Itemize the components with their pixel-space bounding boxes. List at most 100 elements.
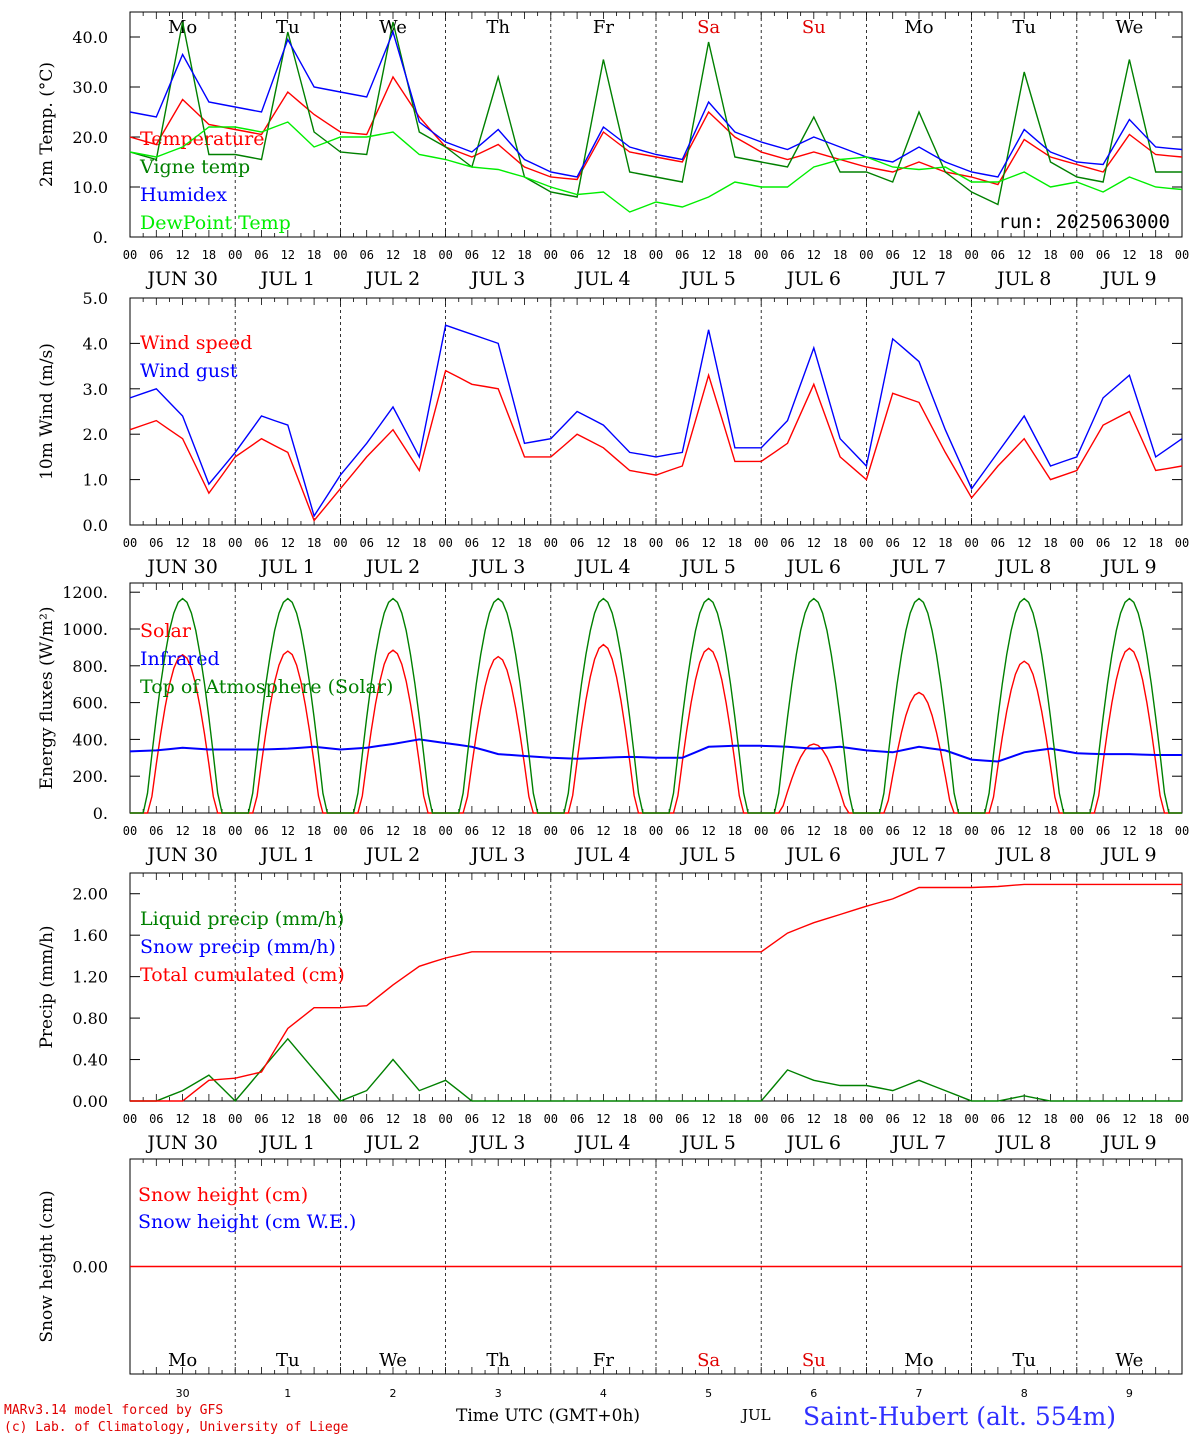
hour-tick-label: 18 [1148,248,1162,262]
hour-tick-label: 18 [833,248,847,262]
date-label: JUL 2 [364,556,420,578]
weekday-label: Fr [593,17,614,38]
hour-tick-label: 12 [701,536,715,550]
hour-tick-label: 00 [754,248,768,262]
date-label: JUL 6 [785,556,841,578]
hour-tick-label: 00 [964,824,978,838]
y-tick-label: 2.0 [83,425,108,444]
legend-entry: Liquid precip (mm/h) [140,908,344,930]
date-label: JUL 7 [890,844,946,866]
hour-tick-label: 12 [281,1112,295,1126]
hour-tick-label: 12 [596,824,610,838]
hour-tick-label: 06 [675,248,689,262]
hour-tick-label: 18 [622,536,636,550]
hour-tick-label: 18 [307,536,321,550]
hour-tick-label: 06 [254,536,268,550]
hour-tick-label: 18 [307,248,321,262]
hour-tick-label: 06 [254,248,268,262]
hour-tick-label: 00 [1175,824,1189,838]
hour-tick-label: 00 [123,536,137,550]
date-label: JUL 1 [259,556,315,578]
hour-tick-label: 00 [228,248,242,262]
hour-tick-label: 00 [123,248,137,262]
y-tick-label: 0.40 [72,1051,108,1070]
legend-entry: Snow precip (mm/h) [140,936,336,958]
weekday-label: Tu [1012,1350,1036,1371]
hour-tick-label: 06 [1096,536,1110,550]
hour-tick-label: 12 [807,824,821,838]
date-label: JUN 30 [145,1132,217,1154]
hour-tick-label: 18 [1043,248,1057,262]
bottom-day-number: 3 [495,1387,502,1400]
hour-tick-label: 12 [912,824,926,838]
hour-tick-label: 06 [570,536,584,550]
legend-entry: Top of Atmosphere (Solar) [140,676,393,698]
hour-tick-label: 00 [1070,536,1084,550]
hour-tick-label: 06 [1096,1112,1110,1126]
hour-tick-label: 12 [912,536,926,550]
hour-tick-label: 18 [412,248,426,262]
hour-tick-label: 06 [780,824,794,838]
weekday-label: Mo [904,1350,933,1371]
hour-tick-label: 00 [859,248,873,262]
date-label: JUL 1 [259,1132,315,1154]
hour-tick-label: 06 [885,824,899,838]
hour-tick-label: 18 [202,536,216,550]
y-tick-label: 40.0 [72,28,108,47]
hour-tick-label: 00 [438,1112,452,1126]
hour-tick-label: 00 [544,1112,558,1126]
hour-tick-label: 00 [859,824,873,838]
hour-tick-label: 06 [465,1112,479,1126]
weekday-label: Mo [168,17,197,38]
station-name: Saint-Hubert (alt. 554m) [803,1402,1117,1431]
bottom-day-number: 1 [284,1387,291,1400]
hour-tick-label: 18 [517,536,531,550]
hour-tick-label: 18 [517,248,531,262]
y-tick-label: 3.0 [83,380,108,399]
hour-tick-label: 12 [491,248,505,262]
hour-tick-label: 12 [175,824,189,838]
hour-tick-label: 06 [780,248,794,262]
date-label: JUL 2 [364,1132,420,1154]
y-tick-label: 800. [72,657,108,676]
date-label: JUL 8 [995,844,1051,866]
hour-tick-label: 06 [780,1112,794,1126]
weekday-label: We [1116,1350,1144,1371]
hour-tick-label: 12 [175,1112,189,1126]
y-tick-label: 30.0 [72,78,108,97]
hour-tick-label: 12 [912,248,926,262]
hour-tick-label: 06 [991,536,1005,550]
hour-tick-label: 18 [1148,536,1162,550]
hour-tick-label: 06 [885,248,899,262]
series-line-temperature-2 [129,29,1183,178]
hour-tick-label: 06 [149,1112,163,1126]
hour-tick-label: 18 [307,1112,321,1126]
hour-tick-label: 12 [1122,536,1136,550]
y-tick-label: 0.0 [83,516,108,535]
hour-tick-label: 12 [596,248,610,262]
legend-entry: Wind speed [140,332,252,354]
hour-tick-label: 18 [728,824,742,838]
hour-tick-label: 06 [885,1112,899,1126]
bottom-day-number: 7 [916,1387,923,1400]
date-label: JUL 3 [469,1132,525,1154]
hour-tick-label: 18 [202,248,216,262]
hour-tick-label: 06 [570,824,584,838]
date-label: JUL 9 [1100,1132,1156,1154]
hour-tick-label: 00 [333,1112,347,1126]
hour-tick-label: 06 [359,824,373,838]
hour-tick-label: 00 [1175,1112,1189,1126]
hour-tick-label: 06 [675,1112,689,1126]
date-label: JUL 1 [259,268,315,290]
run-label: run: 2025063000 [998,211,1170,233]
hour-tick-label: 12 [1017,248,1031,262]
date-label: JUL 5 [679,556,735,578]
hour-tick-label: 00 [333,536,347,550]
hour-tick-label: 06 [1096,824,1110,838]
bottom-day-number: 4 [600,1387,607,1400]
date-label: JUL 1 [259,844,315,866]
hour-tick-label: 00 [123,824,137,838]
hour-tick-label: 00 [964,536,978,550]
date-label: JUL 2 [364,268,420,290]
y-tick-label: 2.00 [72,885,108,904]
